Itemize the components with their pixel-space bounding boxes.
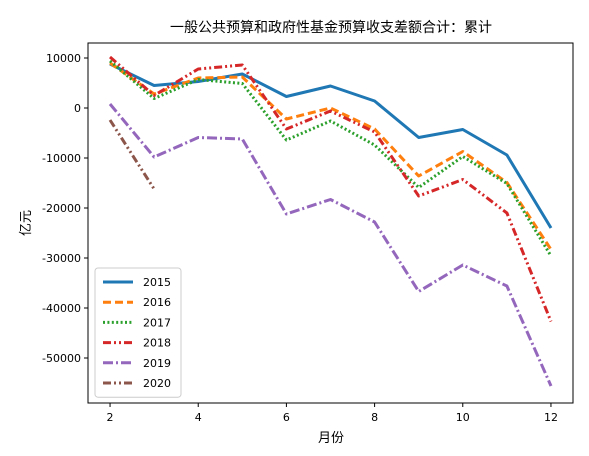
x-tick-label: 4 [195, 411, 202, 424]
plot-area [87, 42, 574, 404]
legend-box [94, 267, 182, 398]
y-tick-label: -50000 [42, 352, 81, 365]
series-line-2018 [109, 55, 553, 323]
x-tick-label: 6 [283, 411, 290, 424]
y-tick-label: 0 [74, 102, 81, 115]
series-line-2020 [108, 119, 156, 190]
series-line-2016 [109, 61, 553, 251]
x-tick-label: 12 [544, 411, 558, 424]
legend: 2015 2016 2017 2018 2019 2020 [94, 267, 182, 398]
legend-label-2019: 2019 [143, 357, 171, 370]
legend-label-2020: 2020 [143, 377, 171, 390]
series-line-2017 [109, 59, 553, 257]
series-lines [108, 55, 553, 387]
x-axis-label: 月份 [318, 431, 344, 446]
y-tick-label: -20000 [42, 202, 81, 215]
x-axis: 2 4 6 8 10 12 [107, 403, 558, 424]
y-tick-label: -30000 [42, 252, 81, 265]
y-axis: 10000 0 -10000 -20000 -30000 -40000 -50000 [42, 52, 88, 365]
x-tick-label: 8 [371, 411, 378, 424]
legend-label-2018: 2018 [143, 337, 171, 350]
x-tick-label: 10 [456, 411, 470, 424]
x-tick-label: 2 [107, 411, 114, 424]
y-tick-label: -10000 [42, 152, 81, 165]
chart-title: 一般公共预算和政府性基金预算收支差额合计：累计 [170, 19, 492, 36]
legend-label-2017: 2017 [143, 316, 171, 329]
y-tick-label: -40000 [42, 302, 81, 315]
legend-label-2015: 2015 [143, 276, 171, 289]
y-tick-label: 10000 [46, 52, 81, 65]
y-axis-label: 亿元 [19, 210, 34, 236]
series-line-2019 [108, 103, 553, 387]
legend-label-2016: 2016 [143, 296, 171, 309]
